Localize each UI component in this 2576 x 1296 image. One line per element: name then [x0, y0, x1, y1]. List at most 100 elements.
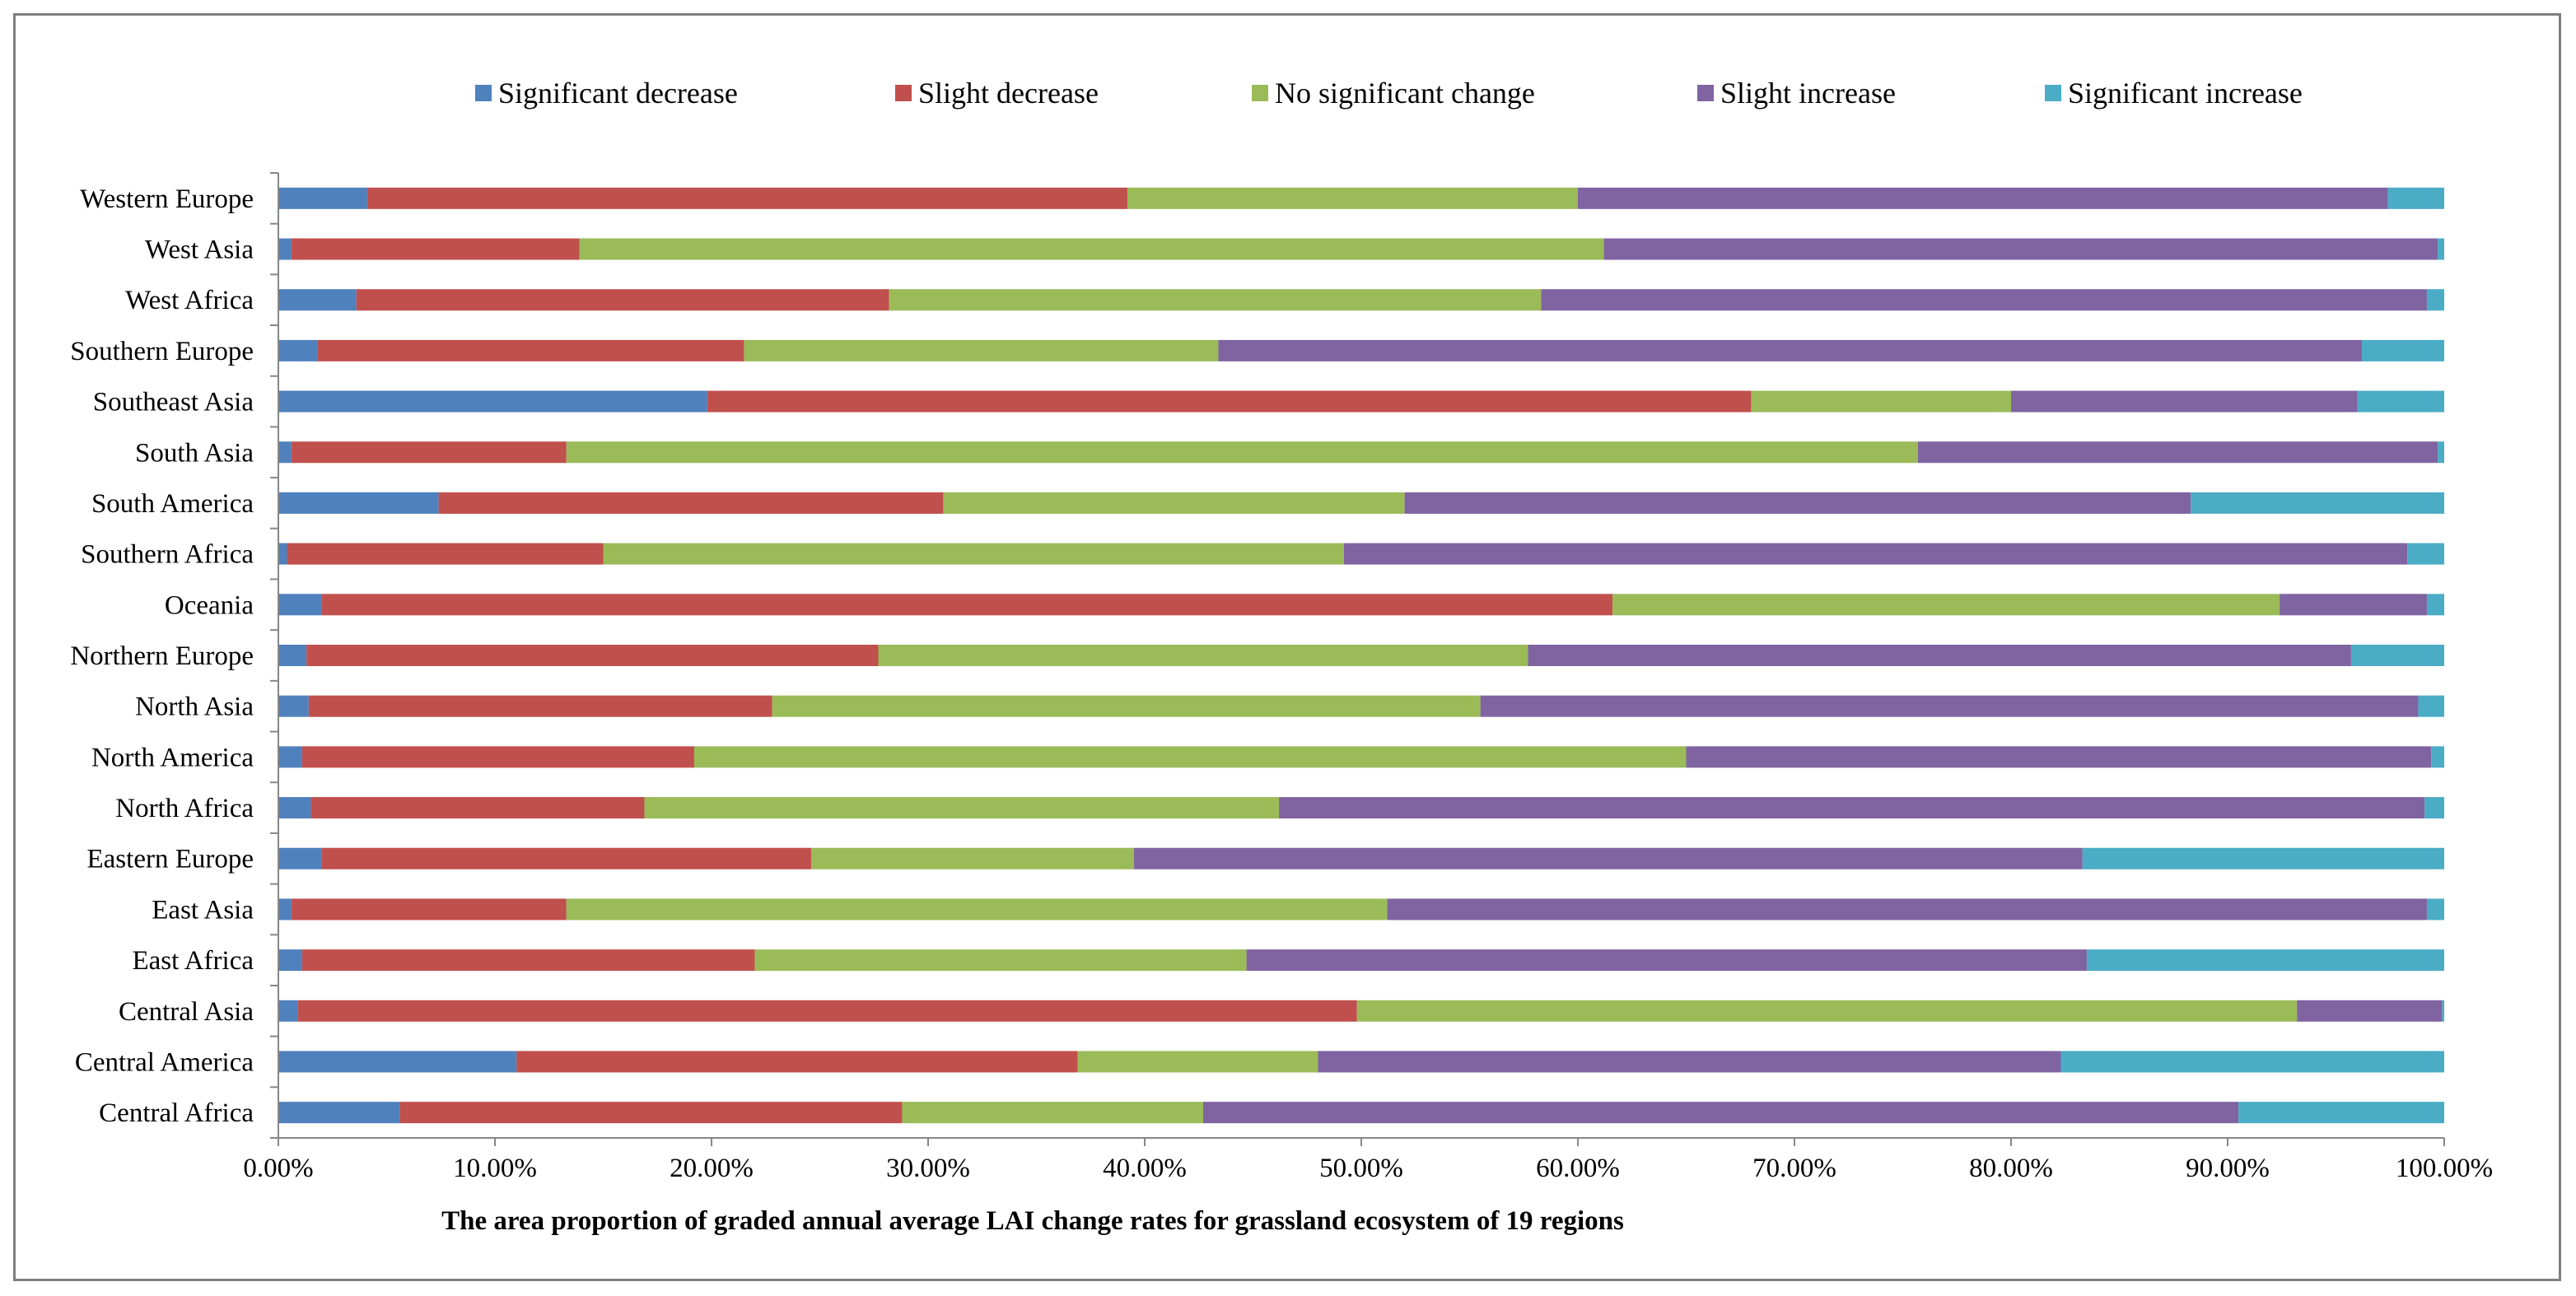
- x-tick-label: 70.00%: [1752, 1154, 1836, 1183]
- bar-west-africa-slight-increase: [1541, 289, 2427, 311]
- bar-oceania-significant-decrease: [278, 594, 322, 616]
- bar-western-europe-significant-decrease: [278, 187, 367, 209]
- bar-central-america-significant-decrease: [278, 1051, 517, 1073]
- bar-west-asia-no-significant-change: [579, 238, 1604, 260]
- bar-south-asia-slight-decrease: [291, 441, 567, 464]
- bar-west-asia-significant-increase: [2438, 238, 2444, 260]
- bar-east-asia-slight-decrease: [291, 898, 567, 921]
- bar-western-europe-no-significant-change: [1127, 187, 1578, 209]
- bar-east-africa-significant-decrease: [278, 949, 302, 972]
- y-tick-label-west-asia: West Asia: [145, 235, 254, 265]
- bar-southeast-asia-slight-increase: [2011, 390, 2358, 413]
- x-tick-label: 40.00%: [1103, 1154, 1187, 1183]
- x-tick-label: 60.00%: [1536, 1154, 1620, 1183]
- bar-north-africa-significant-decrease: [278, 797, 311, 819]
- y-tick-label-southern-europe: Southern Europe: [70, 337, 254, 366]
- bar-southeast-asia-slight-decrease: [707, 390, 1752, 413]
- bar-central-asia-slight-decrease: [297, 1000, 1357, 1022]
- bar-northern-europe-significant-decrease: [278, 645, 307, 666]
- bar-oceania-slight-decrease: [321, 594, 1613, 616]
- x-tick-label: 0.00%: [243, 1154, 313, 1183]
- legend-label-slight-decrease: Slight decrease: [918, 77, 1099, 110]
- bar-southern-africa-no-significant-change: [603, 543, 1344, 565]
- y-tick-label-east-africa: East Africa: [132, 946, 254, 976]
- bars-group: [278, 187, 2444, 1124]
- bar-southern-africa-slight-decrease: [287, 543, 604, 565]
- legend-swatch-slight-increase: [1697, 85, 1714, 101]
- legend-label-significant-decrease: Significant decrease: [498, 77, 738, 110]
- bar-north-america-significant-decrease: [278, 746, 302, 768]
- bar-north-america-no-significant-change: [693, 746, 1687, 768]
- bar-northern-europe-significant-increase: [2350, 645, 2444, 666]
- y-tick-label-central-america: Central America: [75, 1047, 254, 1077]
- y-tick-label-northern-europe: Northern Europe: [70, 641, 254, 671]
- bar-southeast-asia-significant-increase: [2357, 390, 2444, 413]
- bar-eastern-europe-slight-decrease: [321, 847, 811, 869]
- legend-label-no-significant-change: No significant change: [1275, 77, 1535, 110]
- bar-north-asia-significant-increase: [2418, 695, 2444, 717]
- bar-southern-africa-slight-increase: [1343, 543, 2408, 565]
- y-tick-label-north-africa: North Africa: [115, 794, 254, 823]
- bar-central-africa-significant-decrease: [278, 1102, 400, 1124]
- bar-northern-europe-slight-increase: [1528, 645, 2351, 666]
- bar-west-africa-no-significant-change: [889, 289, 1542, 311]
- bar-north-asia-no-significant-change: [772, 695, 1481, 717]
- x-tick-label: 80.00%: [1969, 1154, 2053, 1183]
- y-tick-label-southeast-asia: Southeast Asia: [93, 388, 254, 417]
- bar-north-africa-slight-decrease: [310, 797, 645, 819]
- bar-south-america-significant-decrease: [278, 492, 439, 514]
- bar-west-africa-slight-decrease: [356, 289, 889, 311]
- bar-southern-africa-significant-increase: [2407, 543, 2444, 565]
- legend-swatch-significant-decrease: [475, 85, 492, 101]
- bar-northern-europe-slight-decrease: [306, 645, 879, 666]
- y-tick-label-western-europe: Western Europe: [80, 184, 254, 214]
- bar-southern-europe-significant-decrease: [278, 339, 318, 361]
- bar-east-africa-no-significant-change: [754, 949, 1247, 972]
- bar-north-asia-significant-decrease: [278, 695, 309, 717]
- bar-southeast-asia-significant-decrease: [278, 390, 707, 413]
- bar-north-asia-slight-decrease: [308, 695, 772, 717]
- y-tick-label-south-asia: South Asia: [135, 438, 254, 468]
- bar-central-africa-slight-increase: [1203, 1102, 2239, 1124]
- bar-northern-europe-no-significant-change: [878, 645, 1528, 666]
- bar-central-asia-significant-decrease: [278, 1000, 298, 1022]
- bar-east-asia-no-significant-change: [566, 898, 1388, 921]
- bar-west-africa-significant-increase: [2426, 289, 2444, 311]
- bar-north-america-slight-increase: [1686, 746, 2432, 768]
- legend-swatch-significant-increase: [2045, 85, 2061, 101]
- bar-western-europe-slight-increase: [1578, 187, 2388, 209]
- bar-southern-europe-slight-increase: [1218, 339, 2363, 361]
- bar-west-asia-slight-decrease: [291, 238, 580, 260]
- bar-east-africa-slight-decrease: [301, 949, 755, 972]
- bar-east-asia-slight-increase: [1387, 898, 2427, 921]
- legend-swatch-no-significant-change: [1252, 85, 1268, 101]
- bar-south-asia-significant-increase: [2438, 441, 2444, 464]
- bar-southern-europe-slight-decrease: [317, 339, 744, 361]
- y-tick-label-central-africa: Central Africa: [99, 1098, 254, 1128]
- bar-east-asia-significant-decrease: [278, 898, 292, 921]
- y-tick-label-eastern-europe: Eastern Europe: [87, 845, 254, 874]
- bar-central-asia-significant-increase: [2442, 1000, 2444, 1022]
- x-tick-label: 90.00%: [2186, 1154, 2270, 1183]
- bar-east-africa-slight-increase: [1246, 949, 2088, 972]
- bar-north-america-slight-decrease: [301, 746, 694, 768]
- y-tick-label-oceania: Oceania: [165, 590, 254, 620]
- bar-north-africa-slight-increase: [1279, 797, 2425, 819]
- bar-east-africa-significant-increase: [2087, 949, 2444, 972]
- y-tick-label-central-asia: Central Asia: [119, 997, 254, 1027]
- bar-oceania-significant-increase: [2426, 594, 2444, 616]
- bar-western-europe-slight-decrease: [366, 187, 1127, 209]
- bar-eastern-europe-no-significant-change: [810, 847, 1134, 869]
- bar-east-asia-significant-increase: [2426, 898, 2444, 921]
- bar-central-asia-slight-increase: [2297, 1000, 2443, 1022]
- x-tick-label: 50.00%: [1319, 1154, 1403, 1183]
- legend-label-significant-increase: Significant increase: [2068, 77, 2303, 110]
- y-tick-label-west-africa: West Africa: [125, 286, 254, 315]
- bar-central-america-slight-decrease: [516, 1051, 1078, 1073]
- bar-southern-europe-no-significant-change: [744, 339, 1219, 361]
- bar-oceania-no-significant-change: [1612, 594, 2280, 616]
- bar-central-asia-no-significant-change: [1356, 1000, 2298, 1022]
- y-tick-label-southern-africa: Southern Africa: [81, 540, 254, 570]
- bar-central-america-no-significant-change: [1077, 1051, 1318, 1073]
